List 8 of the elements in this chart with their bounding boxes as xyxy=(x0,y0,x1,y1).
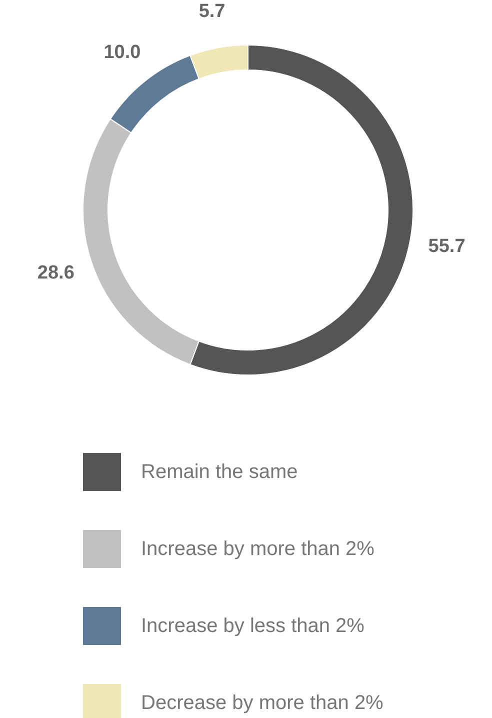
data-label: 10.0 xyxy=(104,42,141,63)
legend-label: Increase by less than 2% xyxy=(141,615,365,637)
data-label: 5.7 xyxy=(198,1,226,22)
legend-label: Decrease by more than 2% xyxy=(141,692,384,714)
data-label: 28.6 xyxy=(37,262,74,284)
legend-label: Increase by more than 2% xyxy=(141,538,375,560)
legend-label: Remain the same xyxy=(141,461,298,483)
data-label: 55.7 xyxy=(428,236,466,257)
